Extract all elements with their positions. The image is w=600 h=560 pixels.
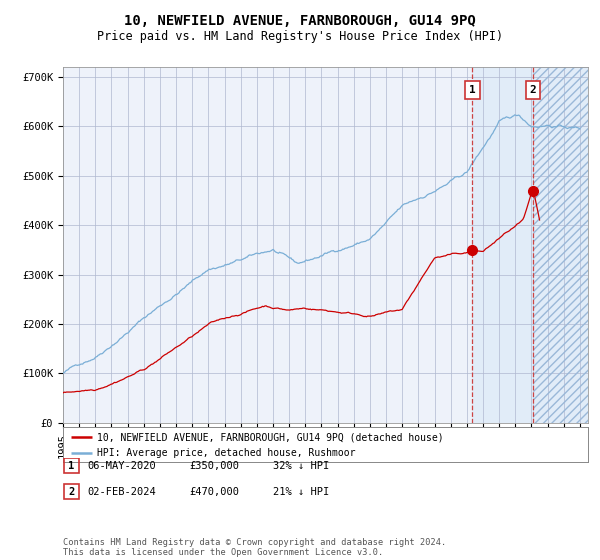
Text: 1: 1 <box>469 85 476 95</box>
Text: 02-FEB-2024: 02-FEB-2024 <box>87 487 156 497</box>
Text: 10, NEWFIELD AVENUE, FARNBOROUGH, GU14 9PQ: 10, NEWFIELD AVENUE, FARNBOROUGH, GU14 9… <box>124 14 476 28</box>
Bar <box>533 67 588 423</box>
Text: HPI: Average price, detached house, Rushmoor: HPI: Average price, detached house, Rush… <box>97 449 356 458</box>
Text: £350,000: £350,000 <box>189 461 239 471</box>
Text: 2: 2 <box>530 85 536 95</box>
Text: £470,000: £470,000 <box>189 487 239 497</box>
Text: 06-MAY-2020: 06-MAY-2020 <box>87 461 156 471</box>
Bar <box>472 67 588 423</box>
Text: 21% ↓ HPI: 21% ↓ HPI <box>273 487 329 497</box>
Text: 32% ↓ HPI: 32% ↓ HPI <box>273 461 329 471</box>
Text: 2: 2 <box>68 487 74 497</box>
Text: Price paid vs. HM Land Registry's House Price Index (HPI): Price paid vs. HM Land Registry's House … <box>97 30 503 43</box>
Text: Contains HM Land Registry data © Crown copyright and database right 2024.
This d: Contains HM Land Registry data © Crown c… <box>63 538 446 557</box>
Text: 10, NEWFIELD AVENUE, FARNBOROUGH, GU14 9PQ (detached house): 10, NEWFIELD AVENUE, FARNBOROUGH, GU14 9… <box>97 432 444 442</box>
Text: 1: 1 <box>68 461 74 471</box>
